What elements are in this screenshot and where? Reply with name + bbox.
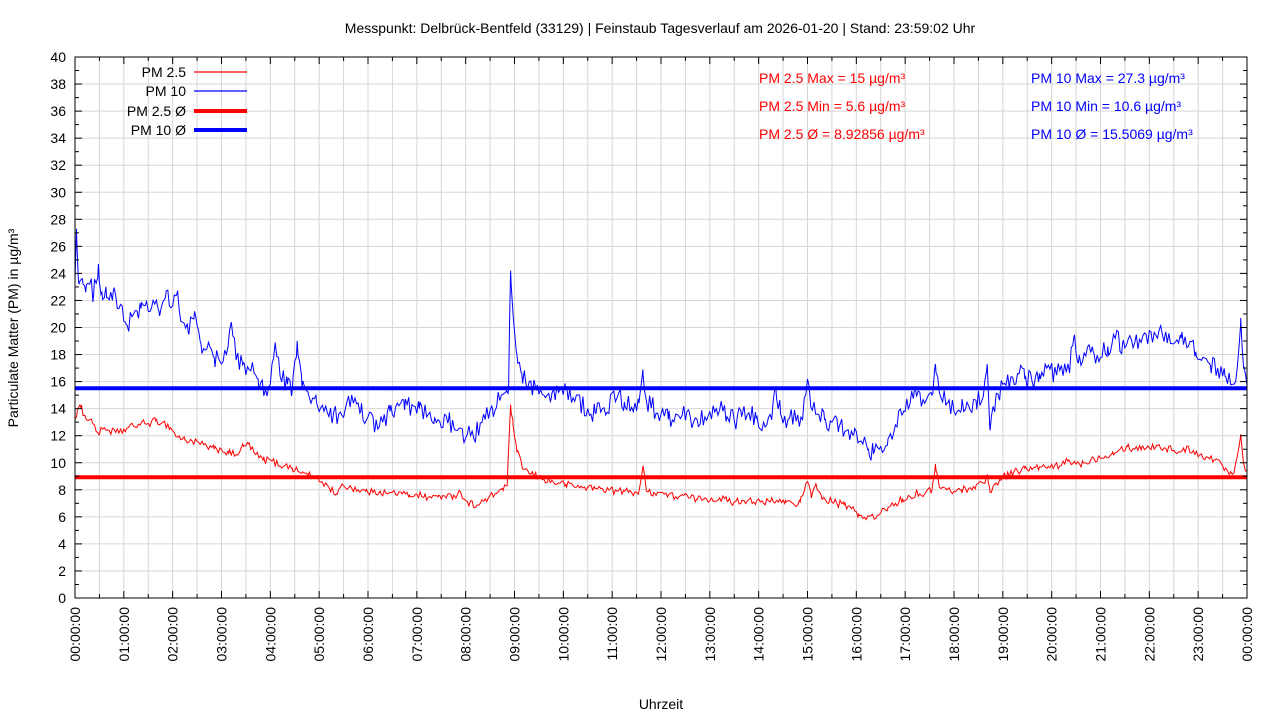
x-tick-label: 02:00:00 (165, 607, 181, 662)
stat-pm10-avg: PM 10 Ø = 15.5069 µg/m³ (1031, 126, 1193, 142)
y-tick-label: 2 (58, 563, 66, 579)
x-tick-label: 15:00:00 (800, 607, 816, 662)
legend-label-pm25: PM 2.5 (142, 64, 187, 80)
y-tick-label: 16 (50, 374, 66, 390)
x-tick-label: 17:00:00 (897, 607, 913, 662)
stats-pm10: PM 10 Max = 27.3 µg/m³ PM 10 Min = 10.6 … (1031, 70, 1193, 142)
x-tick-label: 06:00:00 (360, 607, 376, 662)
y-tick-label: 6 (58, 509, 66, 525)
x-tick-label: 05:00:00 (311, 607, 327, 662)
x-tick-label: 01:00:00 (116, 607, 132, 662)
x-tick-label: 13:00:00 (702, 607, 718, 662)
legend-label-pm25-avg: PM 2.5 Ø (127, 103, 186, 119)
y-tick-label: 28 (50, 211, 66, 227)
y-tick-label: 8 (58, 482, 66, 498)
x-tick-label: 14:00:00 (751, 607, 767, 662)
y-tick-label: 18 (50, 347, 66, 363)
stat-pm25-max: PM 2.5 Max = 15 µg/m³ (759, 70, 906, 86)
pm10-series-line (75, 228, 1247, 461)
legend-item-pm10-avg: PM 10 Ø (131, 122, 247, 138)
x-tick-label: 22:00:00 (1141, 607, 1157, 662)
plot-border (74, 56, 1248, 599)
x-tick-label: 07:00:00 (409, 607, 425, 662)
chart-title: Messpunkt: Delbrück-Bentfeld (33129) | F… (345, 20, 976, 36)
y-tick-label: 10 (50, 455, 66, 471)
y-tick-label: 14 (50, 401, 66, 417)
x-tick-labels: 00:00:00 01:00:00 02:00:00 03:00:00 04:00:00… (67, 607, 1255, 662)
stat-pm25-avg: PM 2.5 Ø = 8.92856 µg/m³ (759, 126, 925, 142)
x-tick-label: 10:00:00 (555, 607, 571, 662)
x-axis-label: Uhrzeit (639, 696, 683, 712)
x-tick-label: 16:00:00 (848, 607, 864, 662)
pm25-series-line (75, 403, 1247, 521)
y-tick-label: 32 (50, 157, 66, 173)
y-tick-label: 24 (50, 265, 66, 281)
y-tick-label: 0 (58, 590, 66, 606)
y-tick-label: 34 (50, 130, 66, 146)
x-tick-label: 20:00:00 (1044, 607, 1060, 662)
legend-item-pm10: PM 10 (146, 83, 247, 99)
y-axis-label: Particulate Matter (PM) in µg/m³ (5, 228, 21, 427)
x-tick-label: 19:00:00 (995, 607, 1011, 662)
x-tick-label: 21:00:00 (1093, 607, 1109, 662)
grid-lines (75, 57, 1247, 598)
y-tick-label: 4 (58, 536, 66, 552)
x-tick-label: 08:00:00 (458, 607, 474, 662)
y-tick-label: 20 (50, 320, 66, 336)
x-tick-label: 00:00:00 (1239, 607, 1255, 662)
stat-pm25-min: PM 2.5 Min = 5.6 µg/m³ (759, 98, 906, 114)
x-tick-label: 11:00:00 (604, 607, 620, 661)
y-tick-label: 30 (50, 184, 66, 200)
x-tick-label: 18:00:00 (946, 607, 962, 662)
legend-label-pm10-avg: PM 10 Ø (131, 122, 186, 138)
stat-pm10-min: PM 10 Min = 10.6 µg/m³ (1031, 98, 1181, 114)
y-tick-label: 38 (50, 76, 66, 92)
y-tick-label: 12 (50, 428, 66, 444)
legend: PM 2.5 PM 10 PM 2.5 Ø PM 10 Ø (127, 64, 247, 138)
stat-pm10-max: PM 10 Max = 27.3 µg/m³ (1031, 70, 1185, 86)
x-tick-label: 03:00:00 (214, 607, 230, 662)
x-tick-label: 04:00:00 (262, 607, 278, 662)
legend-item-pm25: PM 2.5 (142, 64, 247, 80)
y-tick-label: 36 (50, 103, 66, 119)
y-tick-label: 22 (50, 292, 66, 308)
x-tick-label: 09:00:00 (507, 607, 523, 662)
x-tick-label: 23:00:00 (1190, 607, 1206, 662)
series-lines (75, 228, 1247, 521)
legend-item-pm25-avg: PM 2.5 Ø (127, 103, 247, 119)
y-tick-label: 26 (50, 238, 66, 254)
legend-label-pm10: PM 10 (146, 83, 187, 99)
x-tick-label: 00:00:00 (67, 607, 83, 662)
y-tick-label: 40 (50, 49, 66, 65)
stats-pm25: PM 2.5 Max = 15 µg/m³ PM 2.5 Min = 5.6 µ… (759, 70, 925, 142)
x-tick-label: 12:00:00 (653, 607, 669, 662)
